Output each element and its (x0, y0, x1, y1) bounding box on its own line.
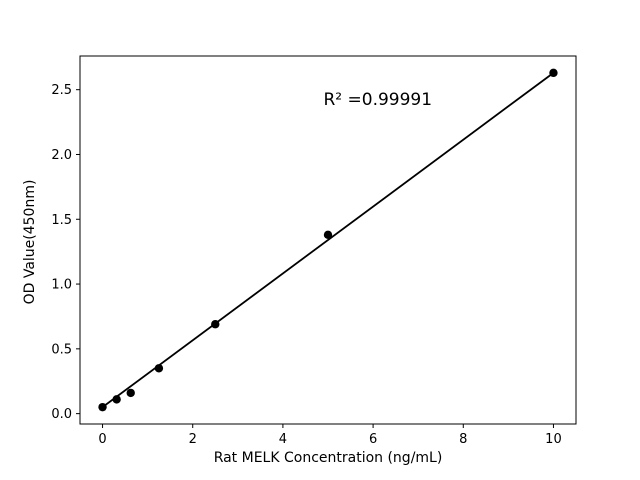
x-tick-label: 2 (189, 432, 197, 447)
data-point (549, 68, 558, 78)
data-point (323, 230, 333, 240)
x-tick-label: 6 (369, 432, 377, 447)
data-point (112, 395, 121, 404)
y-tick-label: 1.0 (51, 278, 72, 293)
plot-area: 0 2 4 6 8 10 0.0 0.5 1.0 1.5 2.0 2.5 (51, 55, 577, 447)
y-tick-label: 2.5 (51, 83, 72, 98)
r-squared-annotation: R² =0.99991 (323, 90, 432, 110)
y-axis-label: OD Value(450nm) (22, 180, 38, 305)
x-tick-label: 8 (459, 432, 467, 447)
axes-frame (79, 55, 577, 425)
fit-line (102, 72, 554, 408)
y-tick-label: 0.5 (51, 342, 72, 357)
x-tick-label: 4 (279, 432, 287, 447)
y-tick-label: 2.0 (51, 148, 72, 163)
y-tick-label: 0.0 (51, 407, 72, 422)
data-point (98, 402, 107, 412)
x-tick-label: 10 (545, 432, 562, 447)
data-point (211, 320, 220, 329)
x-tick-label: 0 (98, 432, 106, 447)
x-axis-label: Rat MELK Concentration (ng/mL) (214, 450, 443, 466)
y-tick-label: 1.5 (51, 213, 72, 228)
data-point (154, 364, 164, 373)
data-point (126, 388, 135, 398)
